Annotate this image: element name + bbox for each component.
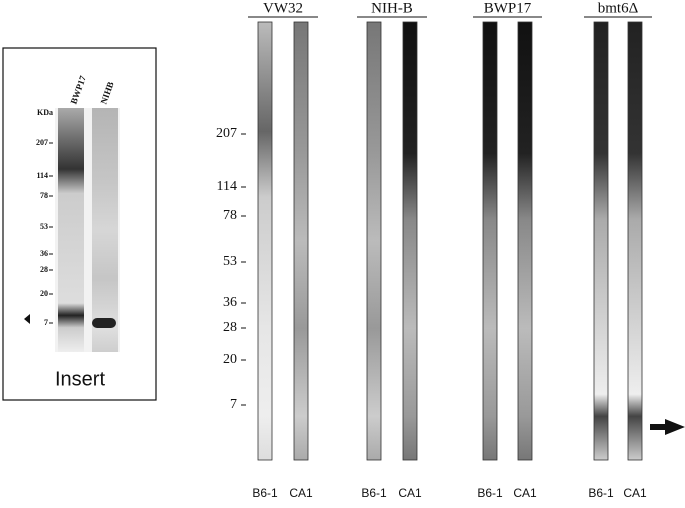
- insert-marker-label: 114: [36, 171, 48, 180]
- marker-label: 207: [216, 126, 237, 141]
- lane-label: CA1: [513, 486, 537, 500]
- marker-label: 36: [223, 295, 237, 310]
- insert-unit: KDa: [37, 108, 53, 117]
- marker-label: 53: [223, 254, 237, 269]
- insert-marker-label: 7: [44, 318, 48, 327]
- marker-label: 20: [223, 352, 237, 367]
- insert-lane: [58, 108, 84, 352]
- lane: [402, 21, 418, 461]
- insert-marker-label: 207: [36, 138, 48, 147]
- lane-label: CA1: [623, 486, 647, 500]
- lane: [593, 21, 609, 461]
- insert-lane: [92, 108, 118, 352]
- group-label: VW32: [263, 0, 303, 16]
- lane-label: B6-1: [588, 486, 614, 500]
- lane: [366, 21, 382, 461]
- insert-band: [92, 318, 116, 328]
- lane-label: B6-1: [252, 486, 278, 500]
- insert-marker-label: 36: [40, 249, 48, 258]
- lane-label: B6-1: [361, 486, 387, 500]
- lane: [257, 21, 273, 461]
- insert-marker-label: 20: [40, 289, 48, 298]
- lane-label: CA1: [398, 486, 422, 500]
- insert-arrow: [24, 314, 30, 324]
- main-arrow: [650, 419, 685, 435]
- lane-label: B6-1: [477, 486, 503, 500]
- marker-label: 78: [223, 208, 237, 223]
- lane: [627, 21, 643, 461]
- lane: [293, 21, 309, 461]
- group-label: NIH-B: [371, 0, 413, 16]
- insert-marker-label: 53: [40, 222, 48, 231]
- marker-label: 114: [217, 179, 237, 194]
- insert-marker-label: 78: [40, 191, 48, 200]
- lane-label: CA1: [289, 486, 313, 500]
- insert-marker-label: 28: [40, 265, 48, 274]
- marker-label: 7: [230, 397, 237, 412]
- lane: [482, 21, 498, 461]
- marker-label: 28: [223, 320, 237, 335]
- lane: [517, 21, 533, 461]
- group-label: bmt6Δ: [598, 0, 639, 16]
- insert-caption: Insert: [55, 368, 105, 390]
- group-label: BWP17: [484, 0, 532, 16]
